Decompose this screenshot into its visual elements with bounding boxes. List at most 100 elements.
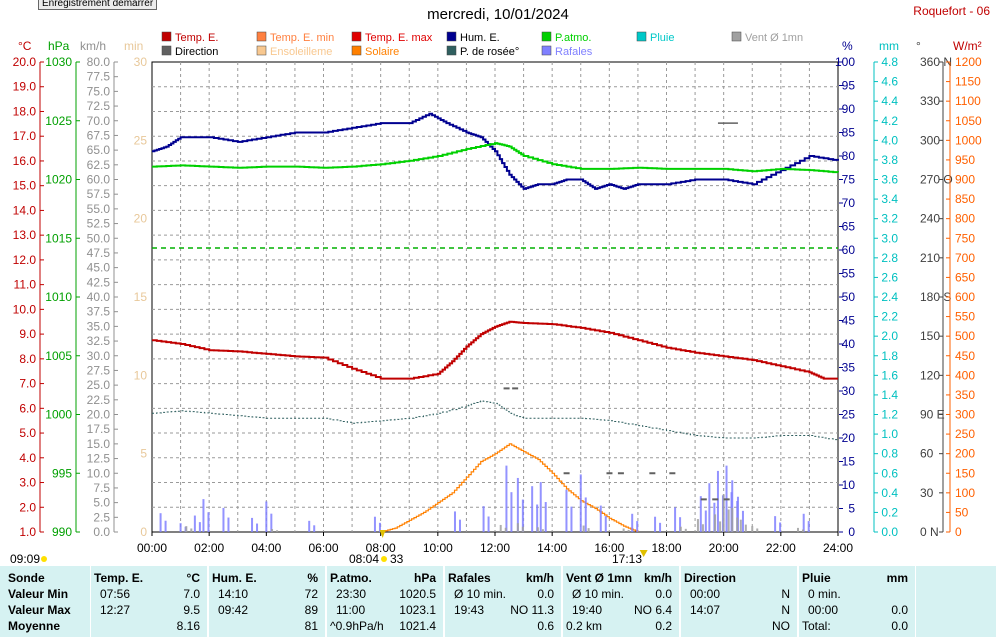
record-button[interactable]: Enregistrement démarrer [38,0,158,10]
rafales-bar [373,516,376,532]
temp-tick: 11.0 [14,278,37,292]
humidity-tick: 90 [842,102,856,116]
legend-swatch [351,31,362,42]
rafales-bar [227,517,230,532]
rain-tick: 2.2 [881,310,898,324]
summary-max-value: 9.5 [183,603,200,617]
summary-avg-label: 0.2 km [566,619,603,633]
solar-tick: 550 [955,310,975,324]
direction-tick: 0 N [920,525,939,539]
vent-1mn-bar [185,526,188,532]
temp-tick: 15.0 [13,179,37,193]
summary-column [208,566,326,637]
sunshine-tick: 30 [134,55,148,69]
direction-mark [712,498,719,501]
temp-axis-title: °C [18,39,32,53]
sunshine-tick: 15 [134,290,148,304]
rain-tick: 1.6 [881,368,898,382]
sunshine-tick: 0 [140,525,147,539]
wind-tick: 57.5 [87,187,111,201]
rafales-bar [659,522,662,532]
rafales-bar [159,513,162,532]
time-tick: 18:00 [651,541,681,555]
summary-max-time: 11:00 [336,603,366,617]
sunshine-duration-label: 33 [390,552,404,566]
vent-1mn-bar [622,528,625,532]
rafales-bar [308,520,311,532]
rafales-bar [741,510,744,532]
rafales-bar [256,523,259,532]
rafales-bar [536,504,539,532]
solar-tick: 850 [955,192,975,206]
summary-column-unit: km/h [643,571,672,585]
wind-tick: 27.5 [87,363,111,377]
summary-column-title: P.atmo. [330,571,372,585]
time-tick: 20:00 [709,541,739,555]
summary-column [562,566,680,637]
direction-tick: 180 S [920,290,951,304]
wind-tick: 25.0 [87,378,111,392]
wind-tick: 0.0 [93,525,110,539]
summary-max-time: 14:07 [690,603,721,617]
direction-mark [700,498,707,501]
humidity-tick: 55 [842,267,856,281]
solar-axis-title: W/m² [953,39,982,53]
solar-tick: 1200 [955,55,982,69]
rain-tick: 1.8 [881,349,898,363]
rafales-bar [565,489,568,532]
first-time-label: 09:09 [10,552,40,566]
legend-label: Rafales [555,46,593,58]
summary-min-value: 1020.5 [399,587,436,601]
pressure-axis-title: hPa [48,39,70,53]
summary-avg-label: Total: [802,619,831,633]
rafales-bar [516,477,519,532]
rain-tick: 4.0 [881,133,898,147]
direction-mark [669,472,676,475]
legend-swatch [256,31,267,42]
sunshine-axis-title: min [124,39,143,53]
vent-1mn-bar [756,528,759,532]
rafales-bar [731,480,734,532]
sun-dot-icon [41,556,47,562]
rafales-bar [736,496,739,532]
rain-tick: 3.8 [881,153,898,167]
humidity-tick: 20 [842,431,856,445]
summary-column [90,566,208,637]
wind-tick: 77.5 [87,70,111,84]
temp-tick: 20.0 [13,55,37,69]
legend-label: Ensoleilleme [270,46,332,58]
solar-tick: 700 [955,251,975,265]
rain-tick: 2.0 [881,329,898,343]
legend-swatch [351,45,362,56]
summary-min-time: 14:10 [218,587,249,601]
time-tick: 08:00 [366,541,396,555]
summary-column [798,566,916,637]
temp-tick: 16.0 [13,154,37,168]
humidity-tick: 10 [842,478,856,492]
time-tick: 06:00 [308,541,338,555]
time-tick: 16:00 [594,541,624,555]
rain-axis-title: mm [879,39,899,53]
summary-column-unit: °C [186,571,200,585]
rafales-bar [510,492,513,532]
time-tick: 04:00 [251,541,281,555]
vent-1mn-bar [541,529,544,532]
vent-1mn-bar [521,526,524,532]
summary-column-unit: hPa [413,571,436,585]
rafales-bar [544,502,547,532]
vent-1mn-bar [736,517,739,532]
humidity-axis-title: % [842,39,853,53]
summary-min-time: 23:30 [336,587,367,601]
summary-row-label: Valeur Max [8,603,71,617]
pressure-tick: 1015 [45,231,72,245]
sunshine-tick: 5 [140,447,147,461]
wind-tick: 42.5 [87,275,111,289]
direction-tick: 210 [920,251,940,265]
solar-tick: 50 [955,505,969,519]
solar-tick: 250 [955,427,975,441]
time-tick: 10:00 [423,541,453,555]
summary-min-time: Ø 10 min. [454,587,507,601]
legend-swatch [541,45,552,56]
summary-max-value: 1023.1 [399,603,436,617]
humidity-tick: 70 [842,196,856,210]
